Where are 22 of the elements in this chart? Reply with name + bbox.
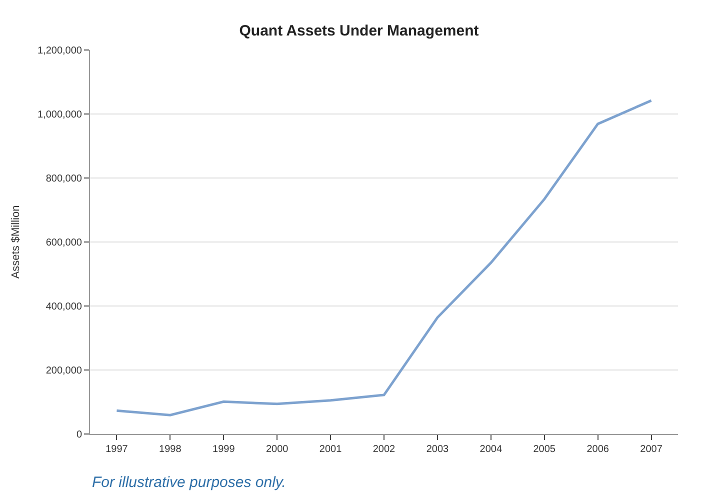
y-tick-label: 600,000 xyxy=(46,238,82,248)
x-tick-label: 2007 xyxy=(640,444,663,455)
chart-title: Quant Assets Under Management xyxy=(239,22,479,40)
y-tick-label: 1,000,000 xyxy=(38,110,82,120)
y-tick-label: 1,200,000 xyxy=(38,46,82,56)
x-tick-label: 1997 xyxy=(106,444,128,455)
x-tick-label: 1998 xyxy=(159,444,182,455)
x-tick-label: 1999 xyxy=(212,444,236,455)
x-tick-label: 2006 xyxy=(586,444,610,455)
y-tick-label: 0 xyxy=(76,430,82,440)
y-tick-label: 400,000 xyxy=(46,302,82,312)
line-series xyxy=(115,99,653,416)
x-tick-label: 2001 xyxy=(319,444,342,455)
x-tick-label: 2003 xyxy=(426,444,450,455)
x-tick-label: 2000 xyxy=(266,444,289,455)
y-axis-title: Assets $Million xyxy=(10,205,22,279)
y-tick-label: 800,000 xyxy=(46,174,82,184)
text: For illustrative purposes only. xyxy=(92,474,286,491)
x-tick-label: 2002 xyxy=(372,444,396,455)
y-tick-label: 200,000 xyxy=(46,366,82,376)
x-tick-label: 2004 xyxy=(480,444,502,455)
x-tick-label: 2005 xyxy=(533,444,556,455)
